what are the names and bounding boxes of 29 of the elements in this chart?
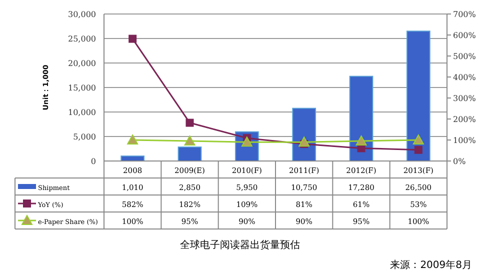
point — [412, 134, 424, 144]
y-tick-label: 5,000 — [73, 132, 96, 142]
y-tick-label: 10,000 — [68, 108, 96, 117]
point — [414, 146, 422, 154]
bar — [349, 76, 374, 162]
point — [127, 134, 138, 144]
bar — [406, 30, 430, 162]
y2-tick-label: 700% — [453, 10, 476, 19]
point — [298, 136, 310, 147]
y2-tick-label: 0% — [453, 157, 466, 166]
point — [356, 136, 367, 146]
y2-tick-label: 400% — [453, 73, 476, 82]
y2-tick-label: 200% — [453, 115, 476, 124]
point — [184, 136, 196, 146]
y2-tick-label: 500% — [453, 52, 476, 61]
bar — [292, 108, 316, 162]
y2-tick-label: 300% — [453, 94, 476, 103]
y-tick-label: 0 — [90, 157, 96, 166]
y2-tick-label: 100% — [453, 136, 476, 145]
point — [128, 34, 137, 43]
y2-tick-label: 600% — [453, 31, 476, 40]
bar — [178, 146, 202, 162]
y-tick-label: 30,000 — [68, 10, 96, 19]
source-note: 来源：2009年8月 — [390, 259, 472, 271]
y-tick-label: 25,000 — [68, 34, 96, 44]
y-tick-label: 15,000 — [68, 84, 96, 92]
y-tick-label: 20,000 — [68, 59, 96, 68]
point — [186, 118, 194, 127]
text: 全球电子阅读器出货量预估 — [180, 239, 300, 251]
